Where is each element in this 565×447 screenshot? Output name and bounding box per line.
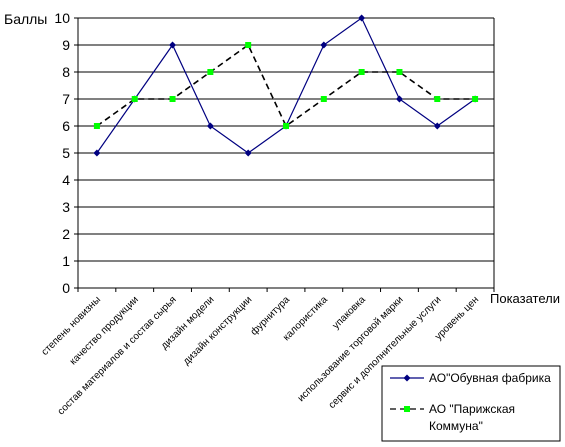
legend-label: АО "Парижская Коммуна" bbox=[429, 402, 515, 433]
data-point-square bbox=[472, 96, 479, 102]
data-point-square bbox=[404, 406, 410, 412]
legend: АО"Обувная фабрика АО "Парижская Коммуна" bbox=[381, 365, 561, 442]
data-point-diamond bbox=[358, 14, 366, 22]
y-tick-labels: 0 1 2 3 4 5 6 7 8 9 10 bbox=[54, 10, 70, 296]
data-point-square bbox=[131, 96, 138, 102]
data-point-diamond bbox=[206, 122, 214, 130]
x-axis-label: Показатели bbox=[490, 291, 560, 306]
x-category-label: упаковка bbox=[331, 294, 368, 331]
y-tick-label: 6 bbox=[62, 118, 70, 134]
x-category-label: дизайн конструкции bbox=[181, 294, 254, 367]
y-tick-label: 7 bbox=[62, 91, 70, 107]
data-point-square bbox=[93, 123, 100, 129]
data-point-square bbox=[207, 69, 214, 75]
y-tick-label: 0 bbox=[62, 280, 70, 296]
data-point-square bbox=[358, 69, 365, 75]
y-tick-label: 9 bbox=[62, 37, 70, 53]
y-tick-label: 10 bbox=[54, 10, 70, 26]
y-tick-label: 3 bbox=[62, 199, 70, 215]
series-group bbox=[93, 14, 479, 157]
series-2 bbox=[93, 42, 479, 129]
data-point-diamond bbox=[244, 149, 252, 157]
data-point-diamond bbox=[433, 122, 441, 130]
x-category-label: качество продукции bbox=[68, 294, 141, 367]
data-point-square bbox=[434, 96, 441, 102]
data-point-square bbox=[320, 96, 327, 102]
y-axis-label: Баллы bbox=[4, 11, 47, 27]
legend-item: АО "Парижская Коммуна" bbox=[390, 402, 515, 433]
grid-lines bbox=[74, 17, 495, 292]
data-point-diamond bbox=[169, 41, 177, 49]
data-point-diamond bbox=[395, 95, 403, 103]
data-point-square bbox=[245, 42, 252, 48]
series-line bbox=[96, 43, 476, 128]
data-point-square bbox=[396, 69, 403, 75]
y-tick-label: 5 bbox=[62, 145, 70, 161]
data-point-diamond bbox=[320, 41, 328, 49]
legend-item: АО"Обувная фабрика bbox=[390, 371, 551, 385]
data-point-diamond bbox=[93, 149, 101, 157]
y-tick-label: 2 bbox=[62, 226, 70, 242]
data-point-square bbox=[283, 123, 289, 129]
y-tick-label: 4 bbox=[62, 172, 70, 188]
data-point-diamond bbox=[403, 374, 411, 382]
data-point-square bbox=[169, 96, 176, 102]
y-tick-label: 1 bbox=[62, 253, 70, 269]
series-1 bbox=[93, 14, 479, 157]
y-tick-label: 8 bbox=[62, 64, 70, 80]
legend-label: АО"Обувная фабрика bbox=[429, 371, 551, 385]
